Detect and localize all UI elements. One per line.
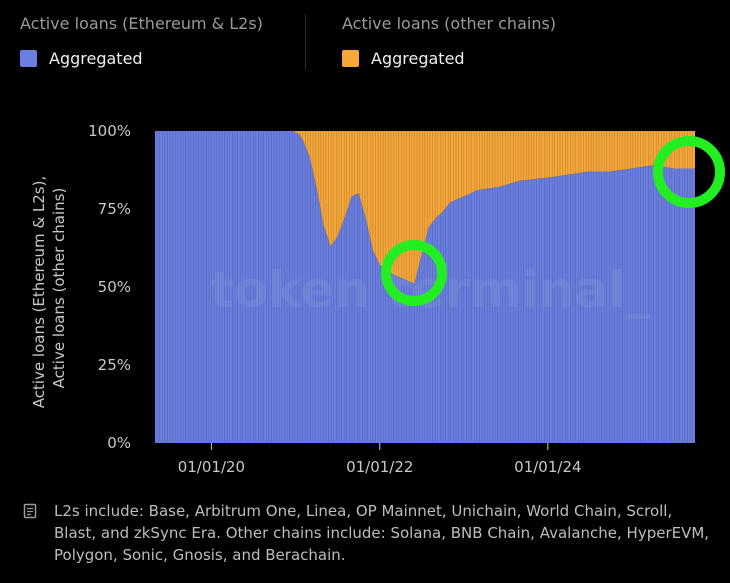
y-tick-label: 25% — [98, 356, 131, 374]
y-tick-label: 75% — [98, 200, 131, 218]
y-axis-label: Active loans (other chains) — [50, 188, 68, 389]
x-tick-label: 01/01/22 — [346, 458, 413, 476]
legend-ethereum-l2s[interactable]: Active loans (Ethereum & L2s) Aggregated — [20, 14, 263, 68]
area-ethereum-l2s — [155, 131, 695, 443]
y-tick-label: 0% — [107, 434, 131, 452]
y-axis: 0% 25% 50% 75% 100% — [88, 122, 131, 452]
legend-swatch — [342, 50, 359, 67]
footnote: L2s include: Base, Arbitrum One, Linea, … — [22, 500, 712, 566]
legend-divider — [305, 14, 306, 70]
x-tick-label: 01/01/24 — [514, 458, 581, 476]
legend-entry-label: Aggregated — [49, 49, 143, 68]
y-tick-label: 100% — [88, 122, 131, 140]
highlight-circle-icon — [381, 240, 447, 306]
footnote-text: L2s include: Base, Arbitrum One, Linea, … — [54, 502, 710, 564]
y-axis-label: Active loans (Ethereum & L2s), — [30, 176, 48, 409]
legend-entry-label: Aggregated — [371, 49, 465, 68]
legend-entry[interactable]: Aggregated — [342, 49, 556, 68]
legend-title: Active loans (other chains) — [342, 14, 557, 33]
legend-swatch — [20, 50, 37, 67]
highlight-circle-icon — [653, 136, 725, 208]
legend-entry[interactable]: Aggregated — [20, 49, 263, 68]
note-icon — [23, 503, 37, 519]
y-tick-label: 50% — [98, 278, 131, 296]
x-axis: 01/01/20 01/01/22 01/01/24 — [178, 443, 582, 476]
legend-other-chains[interactable]: Active loans (other chains) Aggregated — [342, 14, 556, 68]
area-other-chains — [155, 131, 695, 284]
legend-title: Active loans (Ethereum & L2s) — [20, 14, 263, 33]
x-tick-label: 01/01/20 — [178, 458, 245, 476]
plot-area — [155, 131, 695, 443]
